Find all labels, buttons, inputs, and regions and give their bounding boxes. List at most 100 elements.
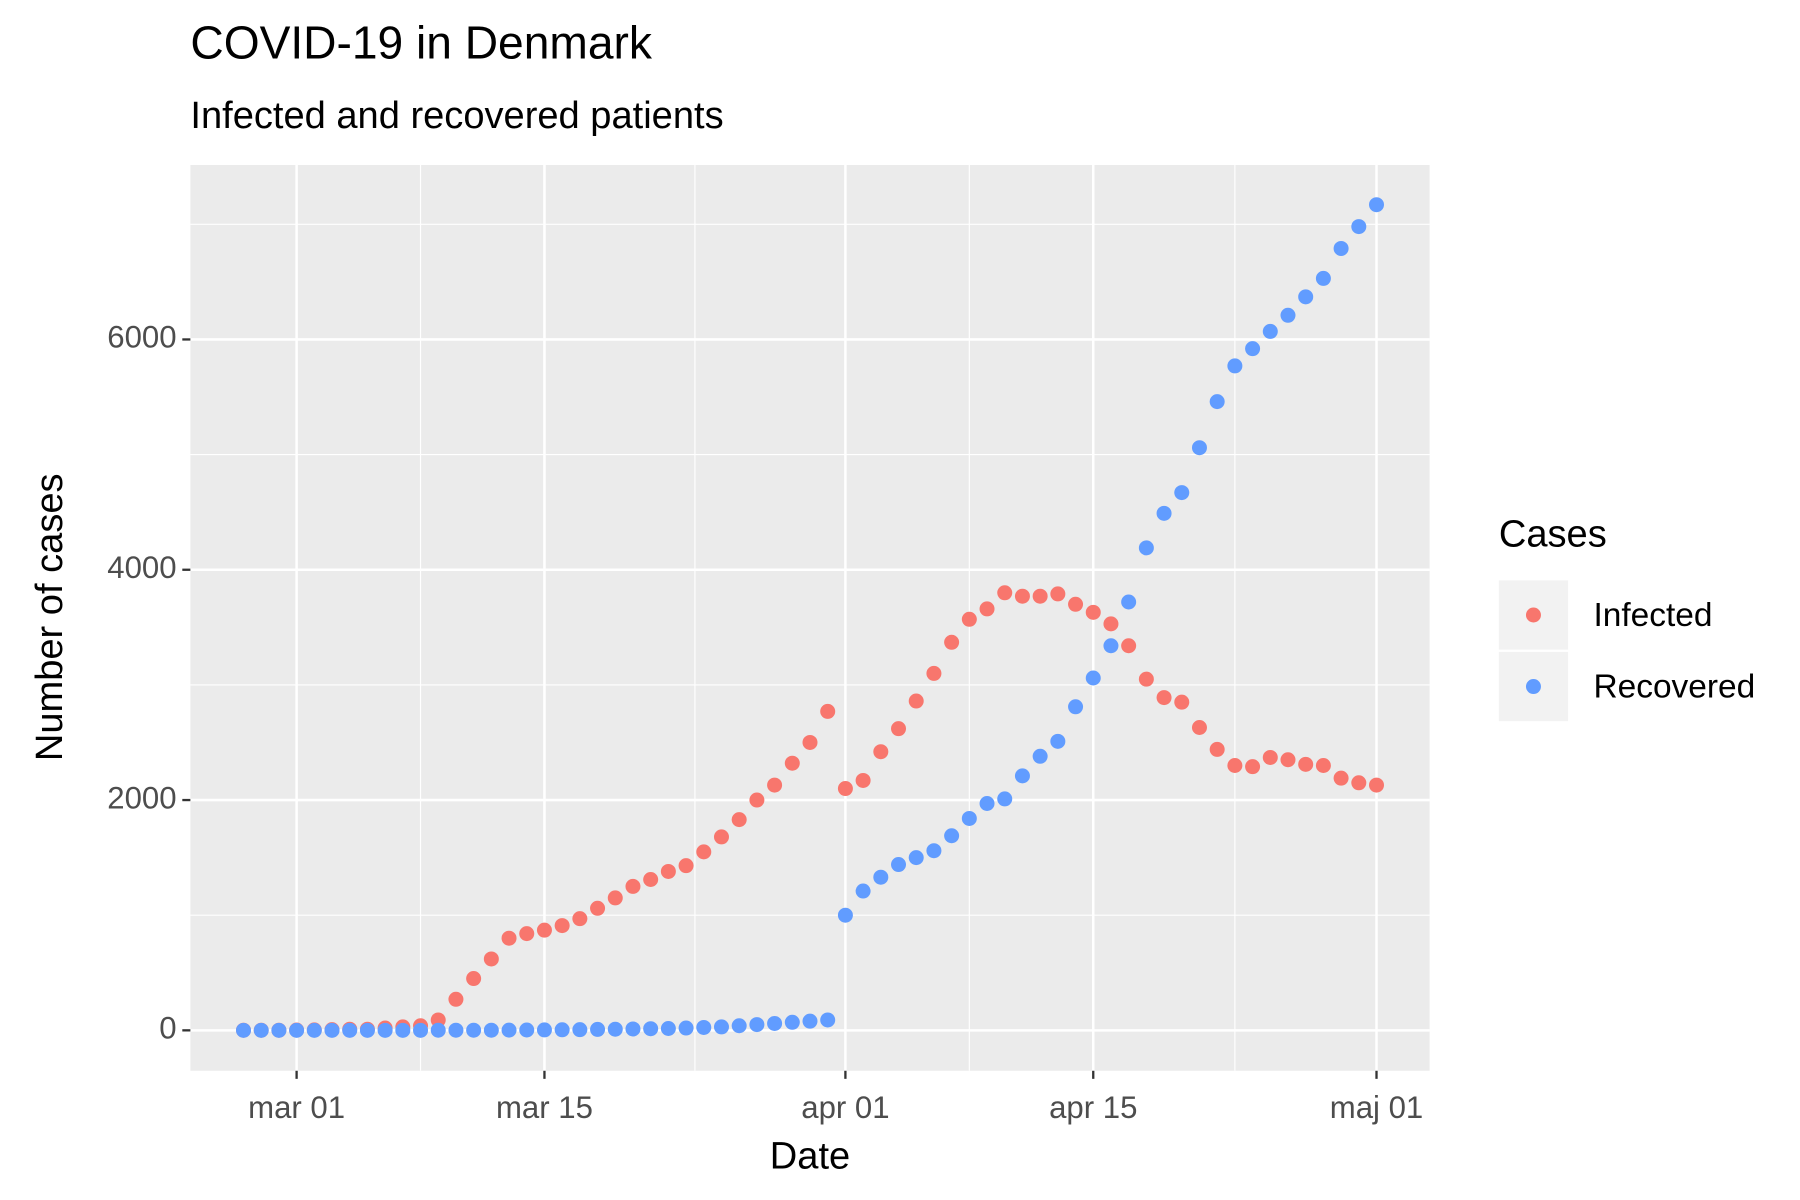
point: [1085, 670, 1101, 686]
point: [1245, 341, 1261, 357]
point: [306, 1022, 322, 1038]
point: [1103, 616, 1119, 632]
legend-marker: [1525, 679, 1541, 695]
x-tick-label: mar 15: [496, 1090, 593, 1125]
legend-title: Cases: [1499, 514, 1607, 556]
point: [820, 703, 836, 719]
point: [289, 1022, 305, 1038]
point: [536, 922, 552, 938]
point: [749, 792, 765, 808]
point: [342, 1022, 358, 1038]
point: [1103, 638, 1119, 654]
point: [324, 1022, 340, 1038]
point: [731, 812, 747, 828]
point: [997, 791, 1013, 807]
point: [873, 744, 889, 760]
point: [1315, 270, 1331, 286]
point: [607, 890, 623, 906]
point: [235, 1022, 251, 1038]
point: [395, 1022, 411, 1038]
point: [483, 1022, 499, 1038]
legend: Cases Infected Recovered: [1498, 514, 1755, 722]
point: [767, 777, 783, 793]
point: [1050, 586, 1066, 602]
point: [1280, 752, 1296, 768]
point: [625, 878, 641, 894]
point: [1333, 240, 1349, 256]
point: [731, 1018, 747, 1034]
points: [235, 197, 1385, 1038]
x-tick-label: apr 15: [1049, 1090, 1137, 1125]
point: [643, 1021, 659, 1037]
point: [1014, 588, 1030, 604]
point: [802, 1013, 818, 1029]
point: [253, 1022, 269, 1038]
point: [1191, 440, 1207, 456]
point: [519, 1022, 535, 1038]
point: [713, 1019, 729, 1035]
point: [607, 1021, 623, 1037]
point: [873, 869, 889, 885]
point: [1245, 759, 1261, 775]
point: [590, 900, 606, 916]
point: [448, 1022, 464, 1038]
point: [554, 1022, 570, 1038]
point: [944, 828, 960, 844]
point: [660, 863, 676, 879]
point: [430, 1012, 446, 1028]
point: [519, 926, 535, 942]
point: [1298, 289, 1314, 305]
y-tick-label: 6000: [107, 320, 176, 355]
point: [1262, 323, 1278, 339]
point: [713, 829, 729, 845]
point: [359, 1022, 375, 1038]
point: [908, 850, 924, 866]
chart-subtitle: Infected and recovered patients: [190, 95, 723, 137]
legend-label: Infected: [1593, 597, 1712, 634]
legend-marker: [1525, 607, 1541, 623]
point: [1315, 758, 1331, 774]
y-axis-title: Number of cases: [29, 473, 71, 761]
point: [483, 951, 499, 967]
point: [572, 911, 588, 927]
point: [1209, 394, 1225, 410]
x-axis-title: Date: [770, 1136, 850, 1178]
point: [696, 844, 712, 860]
point: [377, 1022, 393, 1038]
panel: [190, 165, 1430, 1071]
point: [1068, 596, 1084, 612]
point: [572, 1022, 588, 1038]
point: [501, 930, 517, 946]
point: [944, 634, 960, 650]
point: [678, 1020, 694, 1036]
point: [1298, 756, 1314, 772]
point: [1050, 733, 1066, 749]
point: [643, 872, 659, 888]
point: [784, 1014, 800, 1030]
point: [536, 1022, 552, 1038]
point: [926, 665, 942, 681]
point: [430, 1022, 446, 1038]
point: [926, 843, 942, 859]
point: [837, 907, 853, 923]
point: [1121, 638, 1137, 654]
point: [979, 601, 995, 617]
point: [1227, 358, 1243, 374]
point: [696, 1019, 712, 1035]
point: [891, 857, 907, 873]
point: [908, 693, 924, 709]
point: [855, 772, 871, 788]
point: [678, 858, 694, 874]
y-tick-label: 4000: [107, 550, 176, 585]
point: [554, 918, 570, 934]
point: [590, 1021, 606, 1037]
point: [1351, 219, 1367, 235]
point: [891, 721, 907, 737]
grid: [190, 164, 1430, 1071]
point: [466, 971, 482, 987]
point: [466, 1022, 482, 1038]
point: [961, 611, 977, 627]
y-tick-label: 2000: [107, 780, 176, 815]
point: [1121, 594, 1137, 610]
